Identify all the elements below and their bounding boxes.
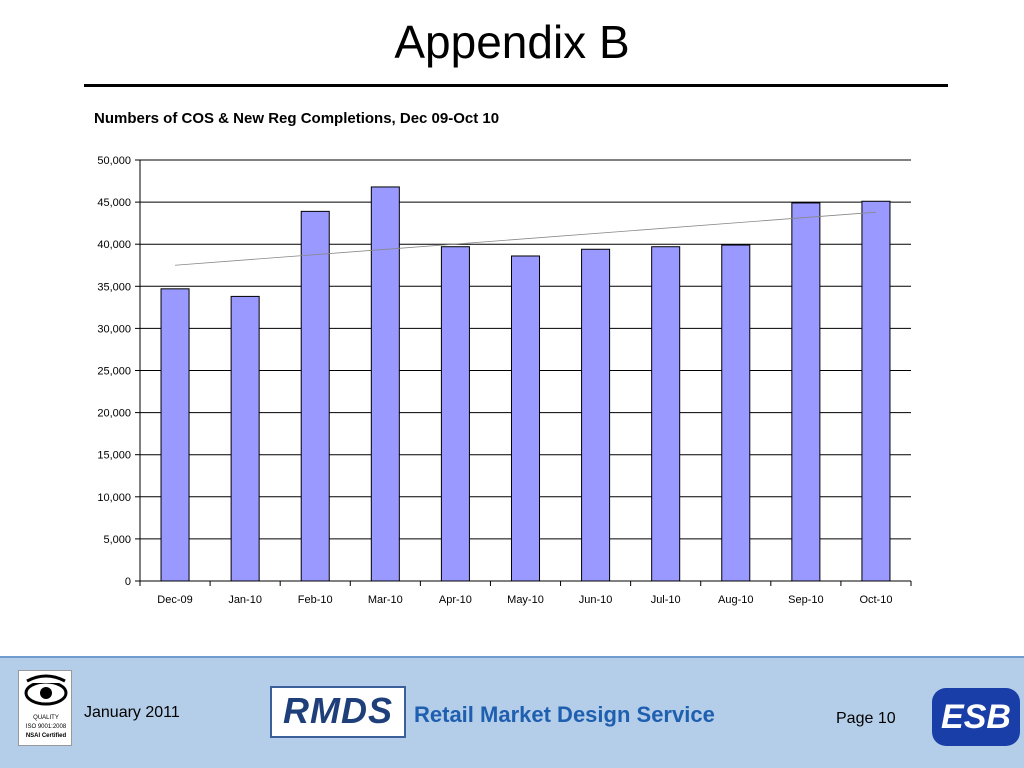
y-tick-label: 15,000 xyxy=(97,450,131,462)
quality-label: QUALITY xyxy=(33,715,59,721)
slide-title: Appendix B xyxy=(394,16,630,68)
y-tick-label: 20,000 xyxy=(97,408,131,420)
service-name: Retail Market Design Service xyxy=(414,702,715,727)
chart-title: Numbers of COS & New Reg Completions, De… xyxy=(94,110,500,127)
footer: QUALITY ISO 9001:2008 NSAI Certified Jan… xyxy=(0,656,1024,768)
nsai-eye-icon xyxy=(23,674,69,706)
x-tick-label: Oct-10 xyxy=(859,594,892,606)
y-tick-label: 50,000 xyxy=(97,155,131,167)
bar xyxy=(791,202,821,582)
y-tick-label: 5,000 xyxy=(103,534,131,546)
y-tick-label: 35,000 xyxy=(97,281,131,293)
x-tick-label: Apr-10 xyxy=(439,594,472,606)
x-tick-label: May-10 xyxy=(507,594,544,606)
y-tick-label: 10,000 xyxy=(97,492,131,504)
y-tick-label: 40,000 xyxy=(97,239,131,251)
x-tick-label: Jun-10 xyxy=(579,594,613,606)
footer-date: January 2011 xyxy=(84,704,180,721)
bar xyxy=(230,295,260,582)
trendline xyxy=(175,211,876,266)
quality-cert: NSAI Certified xyxy=(25,733,67,739)
bar-chart: 0 5,000 10,000 15,000 20,000 25,000 30,000 35,0… xyxy=(97,155,912,606)
rmds-logo: RMDS xyxy=(270,686,406,738)
bar xyxy=(651,246,681,582)
bar xyxy=(721,244,751,582)
page-number: Page 10 xyxy=(836,710,896,727)
x-tick-label: Jul-10 xyxy=(651,594,681,606)
bar xyxy=(861,200,891,582)
esb-logo: ESB xyxy=(932,688,1020,746)
x-tick-label: Mar-10 xyxy=(368,594,403,606)
x-tick-label: Sep-10 xyxy=(788,594,823,606)
x-tick-label: Dec-09 xyxy=(157,594,192,606)
y-tick-label: 30,000 xyxy=(97,323,131,335)
y-tick-label: 45,000 xyxy=(97,197,131,209)
x-tick-label: Jan-10 xyxy=(228,594,262,606)
x-tick-label: Feb-10 xyxy=(298,594,333,606)
bar xyxy=(370,186,400,582)
bar xyxy=(581,248,611,582)
x-tick-label: Aug-10 xyxy=(718,594,753,606)
quality-certification-logo: QUALITY ISO 9001:2008 NSAI Certified xyxy=(18,670,72,746)
title-divider xyxy=(84,84,948,87)
bar xyxy=(510,255,541,582)
bar xyxy=(160,288,190,582)
quality-standard: ISO 9001:2008 xyxy=(25,724,67,730)
y-tick-label: 25,000 xyxy=(97,366,131,378)
y-tick-label: 0 xyxy=(125,576,131,588)
bar xyxy=(440,246,470,582)
bar xyxy=(300,210,330,582)
